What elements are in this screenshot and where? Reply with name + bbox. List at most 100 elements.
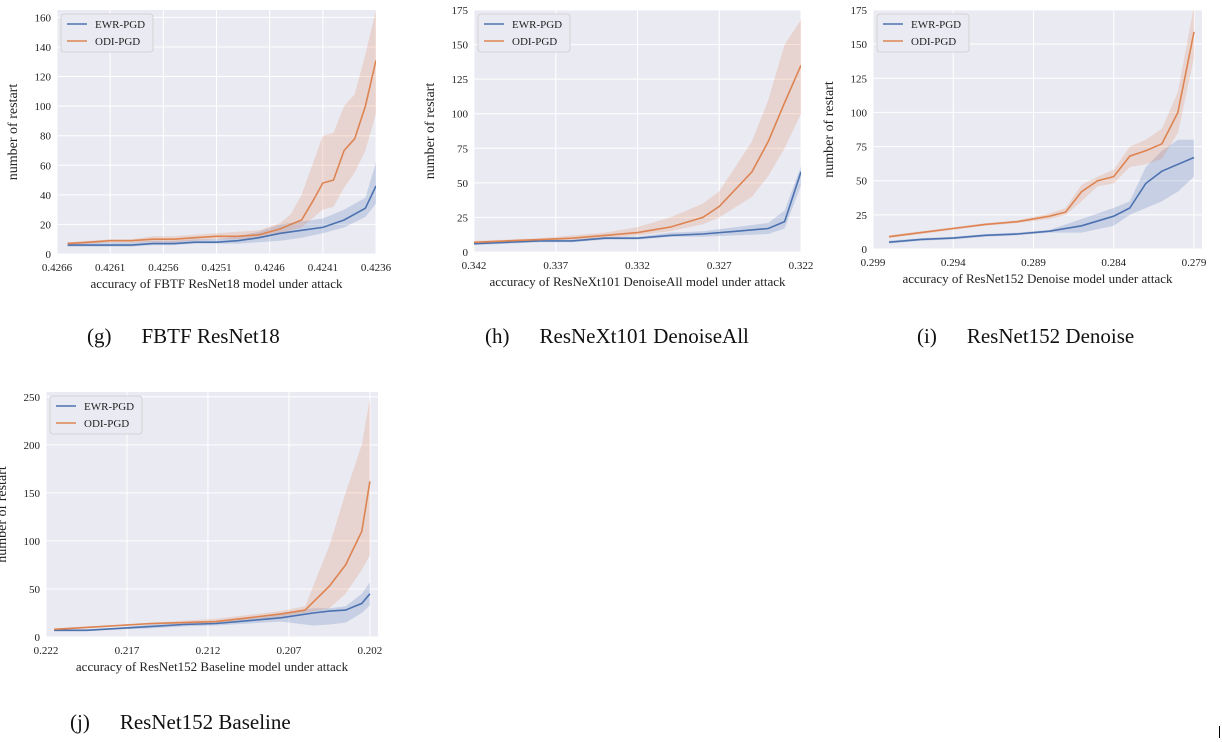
x-tick-label: 0.222	[34, 645, 59, 657]
legend-label: EWR-PGD	[911, 19, 961, 31]
y-tick-label: 160	[35, 12, 52, 24]
x-tick-label: 0.299	[861, 257, 886, 269]
confidence-band-ewr	[54, 582, 370, 632]
series-line-odi	[67, 60, 376, 245]
y-tick-label: 150	[24, 488, 41, 500]
series-line-ewr	[54, 593, 371, 632]
y-tick-label: 50	[457, 178, 469, 190]
caption-h: (h) ResNeXt101 DenoiseAll	[485, 324, 749, 349]
caption-g-tag: (g)	[87, 324, 112, 348]
y-tick-label: 40	[40, 190, 52, 202]
legend: EWR-PGD ODI-PGD	[49, 395, 143, 435]
y-tick-label: 75	[856, 142, 868, 154]
x-tick-label: 0.212	[196, 645, 221, 657]
y-tick-label: 50	[856, 176, 868, 188]
series-layer	[888, 10, 1195, 244]
y-tick-label: 80	[40, 131, 52, 143]
series-layer	[54, 398, 371, 632]
y-tick-label: 50	[29, 584, 41, 596]
y-tick-label: 25	[856, 210, 868, 222]
y-tick-label: 0	[862, 244, 868, 256]
legend-label: ODI-PGD	[512, 36, 557, 48]
y-axis-label: number of restart	[423, 83, 438, 180]
x-tick-label: 0.4256	[148, 262, 179, 274]
caption-j: (j) ResNet152 Baseline	[70, 710, 291, 735]
x-tick-label: 0.327	[707, 260, 732, 272]
series-line-odi	[474, 64, 801, 244]
series-line-ewr	[888, 156, 1195, 243]
series-line-odi	[888, 31, 1195, 238]
y-tick-label: 120	[35, 72, 52, 84]
x-tick-label: 0.289	[1021, 257, 1046, 269]
page-edge-mark	[1219, 726, 1220, 738]
y-tick-label: 125	[851, 73, 868, 85]
y-axis-label: number of restart	[0, 466, 10, 563]
y-tick-label: 100	[851, 107, 868, 119]
legend: EWR-PGD ODI-PGD	[477, 13, 571, 53]
caption-j-text: ResNet152 Baseline	[119, 710, 291, 734]
caption-i-text: ResNet152 Denoise	[966, 324, 1135, 348]
y-tick-label: 100	[35, 101, 52, 113]
confidence-band-ewr	[67, 162, 376, 247]
y-tick-label: 100	[452, 109, 469, 121]
legend-label: EWR-PGD	[84, 401, 134, 413]
caption-i: (i) ResNet152 Denoise	[917, 324, 1134, 349]
legend-label: ODI-PGD	[95, 36, 140, 48]
legend-label: EWR-PGD	[95, 19, 145, 31]
x-axis-label: accuracy of ResNet152 Baseline model und…	[76, 659, 349, 674]
y-tick-label: 0	[35, 632, 41, 644]
y-tick-label: 150	[851, 39, 868, 51]
chart-panel-0: 0.4266 0.4261 0.4256 0.4251 0.4246 0.4241 0.42…	[6, 10, 392, 291]
caption-g: (g) FBTF ResNet18	[87, 324, 280, 349]
legend: EWR-PGD ODI-PGD	[60, 13, 154, 53]
caption-i-tag: (i)	[917, 324, 937, 348]
y-tick-label: 75	[457, 143, 469, 155]
x-axis-label: accuracy of FBTF ResNet18 model under at…	[91, 276, 343, 291]
x-tick-label: 0.4241	[308, 262, 338, 274]
x-tick-label: 0.294	[941, 257, 966, 269]
chart-panel-1: 0.342 0.337 0.332 0.327 0.322 0 25 50 75 100 125 15…	[423, 5, 813, 289]
y-tick-label: 175	[851, 5, 868, 17]
series-line-ewr	[474, 171, 801, 245]
x-tick-label: 0.284	[1101, 257, 1126, 269]
confidence-band-ewr	[889, 139, 1194, 244]
series-layer	[474, 19, 801, 246]
caption-h-tag: (h)	[485, 324, 510, 348]
chart-panel-3: 0.222 0.217 0.212 0.207 0.202 0 50 100 150 200 250…	[0, 392, 382, 674]
y-axis-label: number of restart	[6, 84, 21, 181]
series-layer	[67, 10, 376, 247]
x-tick-label: 0.207	[277, 645, 302, 657]
x-tick-label: 0.322	[789, 260, 814, 272]
y-tick-label: 150	[452, 40, 469, 52]
legend-label: ODI-PGD	[84, 418, 129, 430]
x-tick-label: 0.279	[1182, 257, 1207, 269]
series-line-ewr	[67, 185, 376, 246]
legend-label: EWR-PGD	[512, 19, 562, 31]
x-tick-label: 0.4236	[361, 262, 392, 274]
series-line-odi	[54, 481, 371, 631]
y-tick-label: 140	[35, 42, 52, 54]
x-tick-label: 0.202	[358, 645, 383, 657]
legend-label: ODI-PGD	[911, 36, 956, 48]
y-tick-label: 25	[457, 212, 469, 224]
x-tick-label: 0.332	[625, 260, 650, 272]
y-tick-label: 60	[40, 160, 52, 172]
x-tick-label: 0.217	[115, 645, 140, 657]
caption-g-text: FBTF ResNet18	[141, 324, 280, 348]
y-tick-label: 0	[463, 247, 469, 259]
x-tick-label: 0.4246	[255, 262, 286, 274]
y-tick-label: 175	[452, 5, 469, 17]
y-tick-label: 20	[40, 219, 52, 231]
y-tick-label: 0	[46, 249, 52, 261]
legend: EWR-PGD ODI-PGD	[876, 13, 970, 53]
chart-panel-2: 0.299 0.294 0.289 0.284 0.279 0 25 50 75 100 125 15…	[822, 5, 1207, 286]
caption-j-tag: (j)	[70, 710, 90, 734]
y-tick-label: 200	[24, 440, 41, 452]
x-tick-label: 0.4251	[201, 262, 231, 274]
y-axis-label: number of restart	[822, 81, 837, 178]
x-axis-label: accuracy of ResNet152 Denoise model unde…	[902, 271, 1173, 286]
caption-h-text: ResNeXt101 DenoiseAll	[539, 324, 749, 348]
x-tick-label: 0.342	[462, 260, 487, 272]
x-axis-label: accuracy of ResNeXt101 DenoiseAll model …	[489, 274, 786, 289]
